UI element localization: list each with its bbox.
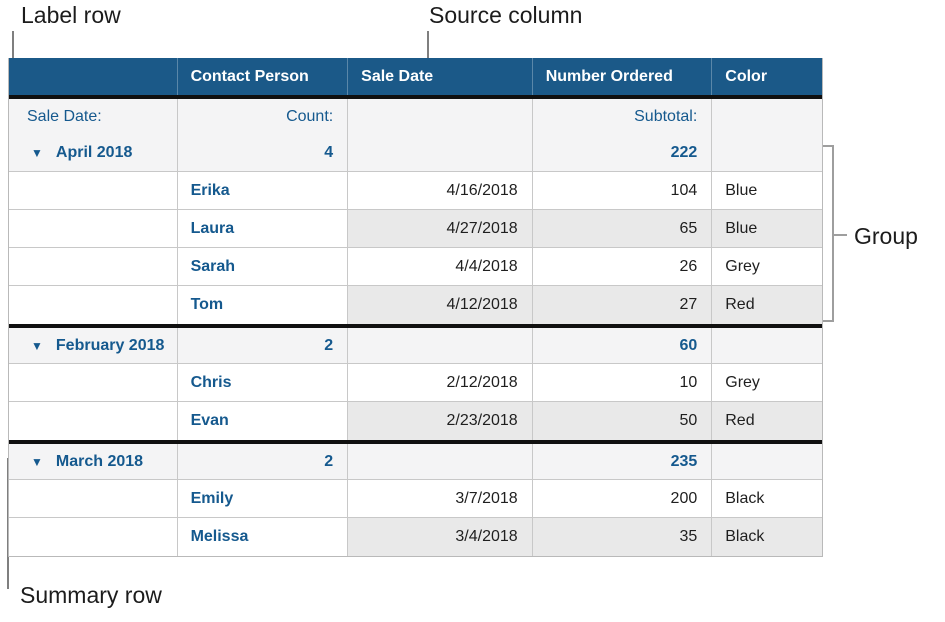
summary-row-annotation: Summary row [20, 582, 162, 608]
contact-cell[interactable]: Melissa [178, 518, 349, 556]
sale-date-cell[interactable]: 4/16/2018 [348, 172, 533, 209]
empty-cell[interactable] [712, 328, 822, 363]
color-cell[interactable]: Blue [725, 181, 758, 199]
header-color[interactable]: Color [725, 67, 768, 85]
label-row-empty-cell[interactable] [348, 99, 533, 135]
category-cell[interactable] [9, 364, 178, 401]
label-row-annotation: Label row [21, 2, 121, 28]
disclosure-triangle-icon[interactable]: ▼ [31, 146, 43, 160]
group-annotation: Group [854, 223, 918, 249]
contact-cell[interactable]: Laura [178, 210, 349, 247]
category-cell[interactable] [9, 210, 178, 247]
source-column-callout-line [427, 31, 429, 58]
empty-cell[interactable] [348, 328, 533, 363]
empty-cell[interactable] [348, 135, 533, 171]
sale-date-cell[interactable]: 2/12/2018 [348, 364, 533, 401]
table-row-emily: Emily 3/7/2018 200 Black [9, 480, 822, 518]
group-count-cell[interactable]: 2 [178, 328, 349, 363]
table-row-erika: Erika 4/16/2018 104 Blue [9, 172, 822, 210]
disclosure-triangle-icon[interactable]: ▼ [31, 338, 43, 353]
table-row-melissa: Melissa 3/4/2018 35 Black [9, 518, 822, 556]
source-column-annotation: Source column [429, 2, 583, 28]
sale-date-cell[interactable]: 2/23/2018 [348, 402, 533, 440]
group-subtotal-cell[interactable]: 235 [533, 444, 713, 479]
group-count-cell[interactable]: 2 [178, 444, 349, 479]
color-cell[interactable]: Red [712, 402, 822, 440]
sale-date-cell[interactable]: 3/7/2018 [348, 480, 533, 517]
table-row-tom: Tom 4/12/2018 27 Red [9, 286, 822, 324]
contact-cell[interactable]: Tom [178, 286, 349, 324]
color-cell[interactable]: Red [712, 286, 822, 324]
group-subtotal-cell[interactable]: 60 [533, 328, 713, 363]
category-cell[interactable] [9, 402, 178, 440]
contact-cell[interactable]: Chris [178, 364, 349, 401]
empty-cell[interactable] [712, 135, 822, 171]
summary-row-february: ▼ February 2018 2 60 [9, 324, 822, 364]
contact-cell[interactable]: Sarah [178, 248, 349, 285]
contact-cell[interactable]: Evan [178, 402, 349, 440]
color-cell[interactable]: Blue [712, 210, 822, 247]
number-ordered-cell[interactable]: 104 [533, 172, 713, 209]
category-cell[interactable] [9, 286, 178, 324]
empty-cell[interactable] [712, 444, 822, 479]
group-count-cell[interactable]: 4 [178, 135, 349, 171]
group-subtotal-cell[interactable]: 222 [533, 135, 713, 171]
color-cell[interactable]: Grey [725, 373, 760, 391]
header-category-cell[interactable] [9, 58, 178, 95]
header-number-ordered[interactable]: Number Ordered [533, 58, 713, 95]
label-row-subtotal-cell[interactable]: Subtotal: [533, 99, 713, 135]
color-cell[interactable]: Black [712, 518, 822, 556]
header-sale-date[interactable]: Sale Date [348, 58, 533, 95]
label-row-category-cell[interactable]: Sale Date: [9, 99, 178, 135]
summary-row-april: ▼ April 2018 4 222 [9, 135, 822, 172]
group-bracket-bottom-tick [821, 320, 834, 322]
table-header-row: Contact Person Sale Date Number Ordered … [9, 58, 822, 99]
label-row-count-cell[interactable]: Count: [178, 99, 349, 135]
contact-cell[interactable]: Emily [178, 480, 349, 517]
number-ordered-cell[interactable]: 65 [532, 210, 713, 247]
category-cell[interactable] [9, 518, 178, 556]
empty-cell[interactable] [348, 444, 533, 479]
number-ordered-cell[interactable]: 50 [532, 402, 713, 440]
table-row-sarah: Sarah 4/4/2018 26 Grey [9, 248, 822, 286]
color-cell[interactable]: Black [725, 489, 765, 507]
category-cell[interactable] [9, 480, 178, 517]
number-ordered-cell[interactable]: 27 [532, 286, 713, 324]
group-bracket-mid-tick [834, 234, 847, 236]
group-name-label: March 2018 [55, 452, 144, 470]
label-row-empty-cell[interactable] [712, 99, 822, 135]
sale-date-cell[interactable]: 4/4/2018 [348, 248, 533, 285]
group-title-cell[interactable]: ▼ February 2018 [9, 328, 178, 363]
group-bracket-top-tick [821, 145, 834, 147]
group-bracket-vertical [832, 145, 834, 322]
disclosure-triangle-icon[interactable]: ▼ [31, 454, 43, 469]
sale-date-cell[interactable]: 3/4/2018 [348, 518, 533, 556]
category-cell[interactable] [9, 248, 178, 285]
label-row: Sale Date: Count: Subtotal: [9, 99, 822, 135]
summary-row-march: ▼ March 2018 2 235 [9, 440, 822, 480]
sale-date-cell[interactable]: 4/27/2018 [348, 210, 533, 247]
number-ordered-cell[interactable]: 200 [533, 480, 713, 517]
group-name-label: April 2018 [55, 144, 133, 161]
number-ordered-cell[interactable]: 10 [533, 364, 713, 401]
color-cell[interactable]: Grey [725, 257, 760, 275]
number-ordered-cell[interactable]: 35 [532, 518, 713, 556]
group-title-cell[interactable]: ▼ April 2018 [9, 135, 178, 171]
sale-date-cell[interactable]: 4/12/2018 [348, 286, 533, 324]
table-row-chris: Chris 2/12/2018 10 Grey [9, 364, 822, 402]
categorized-table: Contact Person Sale Date Number Ordered … [8, 58, 823, 557]
group-title-cell[interactable]: ▼ March 2018 [9, 444, 178, 479]
contact-cell[interactable]: Erika [178, 172, 349, 209]
header-contact-person[interactable]: Contact Person [178, 58, 349, 95]
group-name-label: February 2018 [55, 336, 165, 354]
table-row-evan: Evan 2/23/2018 50 Red [9, 402, 822, 440]
number-ordered-cell[interactable]: 26 [533, 248, 713, 285]
category-cell[interactable] [9, 172, 178, 209]
table-row-laura: Laura 4/27/2018 65 Blue [9, 210, 822, 248]
